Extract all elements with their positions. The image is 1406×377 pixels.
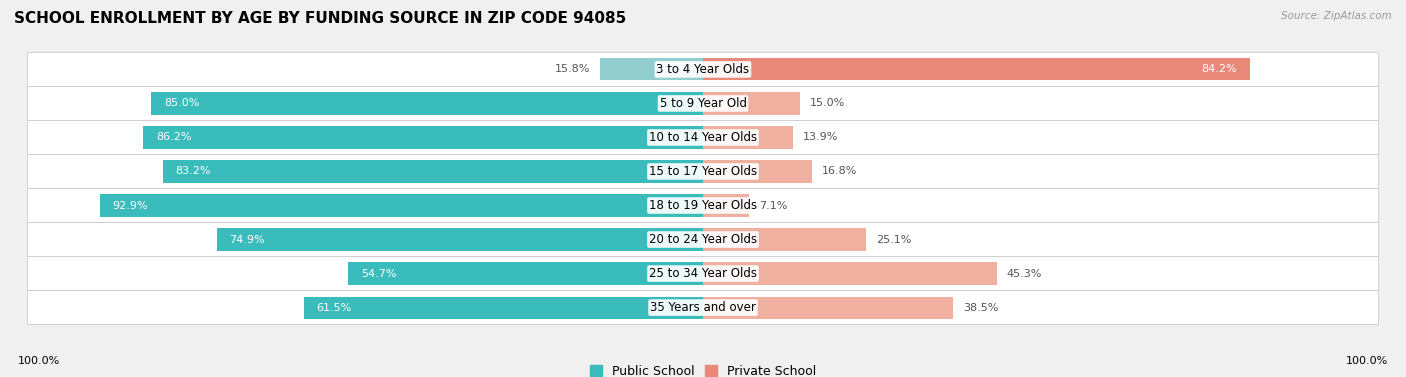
Text: 3 to 4 Year Olds: 3 to 4 Year Olds bbox=[657, 63, 749, 76]
FancyBboxPatch shape bbox=[28, 256, 1378, 291]
Text: 85.0%: 85.0% bbox=[165, 98, 200, 109]
Text: 35 Years and over: 35 Years and over bbox=[650, 301, 756, 314]
Text: 15.0%: 15.0% bbox=[810, 98, 845, 109]
Text: 38.5%: 38.5% bbox=[963, 303, 998, 313]
Bar bbox=[703, 262, 997, 285]
Text: 20 to 24 Year Olds: 20 to 24 Year Olds bbox=[650, 233, 756, 246]
Text: 5 to 9 Year Old: 5 to 9 Year Old bbox=[659, 97, 747, 110]
Text: 13.9%: 13.9% bbox=[803, 132, 838, 143]
Bar bbox=[347, 262, 703, 285]
FancyBboxPatch shape bbox=[28, 291, 1378, 325]
Text: 25 to 34 Year Olds: 25 to 34 Year Olds bbox=[650, 267, 756, 280]
Bar bbox=[703, 297, 953, 319]
FancyBboxPatch shape bbox=[28, 188, 1378, 222]
Text: 83.2%: 83.2% bbox=[176, 167, 211, 176]
Text: 45.3%: 45.3% bbox=[1007, 268, 1042, 279]
Text: 25.1%: 25.1% bbox=[876, 234, 911, 245]
Text: 84.2%: 84.2% bbox=[1201, 64, 1237, 74]
Text: 10 to 14 Year Olds: 10 to 14 Year Olds bbox=[650, 131, 756, 144]
FancyBboxPatch shape bbox=[28, 86, 1378, 121]
Text: SCHOOL ENROLLMENT BY AGE BY FUNDING SOURCE IN ZIP CODE 94085: SCHOOL ENROLLMENT BY AGE BY FUNDING SOUR… bbox=[14, 11, 626, 26]
Bar bbox=[100, 195, 703, 216]
Bar bbox=[304, 297, 703, 319]
Text: 92.9%: 92.9% bbox=[112, 201, 148, 210]
FancyBboxPatch shape bbox=[28, 121, 1378, 155]
FancyBboxPatch shape bbox=[28, 155, 1378, 188]
Text: 61.5%: 61.5% bbox=[316, 303, 352, 313]
Text: 15 to 17 Year Olds: 15 to 17 Year Olds bbox=[650, 165, 756, 178]
Bar bbox=[703, 228, 866, 251]
FancyBboxPatch shape bbox=[28, 52, 1378, 86]
Text: 15.8%: 15.8% bbox=[555, 64, 591, 74]
Bar bbox=[703, 195, 749, 216]
Bar bbox=[143, 126, 703, 149]
Text: 54.7%: 54.7% bbox=[361, 268, 396, 279]
Text: Source: ZipAtlas.com: Source: ZipAtlas.com bbox=[1281, 11, 1392, 21]
Text: 74.9%: 74.9% bbox=[229, 234, 266, 245]
Text: 7.1%: 7.1% bbox=[759, 201, 787, 210]
Bar bbox=[703, 92, 800, 115]
FancyBboxPatch shape bbox=[28, 222, 1378, 256]
Bar bbox=[217, 228, 703, 251]
Text: 100.0%: 100.0% bbox=[1346, 356, 1388, 366]
Bar bbox=[703, 161, 813, 182]
Bar bbox=[703, 126, 793, 149]
Bar bbox=[600, 58, 703, 80]
Bar bbox=[703, 58, 1250, 80]
Text: 18 to 19 Year Olds: 18 to 19 Year Olds bbox=[650, 199, 756, 212]
Text: 86.2%: 86.2% bbox=[156, 132, 191, 143]
Text: 100.0%: 100.0% bbox=[18, 356, 60, 366]
Text: 16.8%: 16.8% bbox=[823, 167, 858, 176]
Bar bbox=[150, 92, 703, 115]
Bar bbox=[163, 161, 703, 182]
Legend: Public School, Private School: Public School, Private School bbox=[585, 360, 821, 377]
